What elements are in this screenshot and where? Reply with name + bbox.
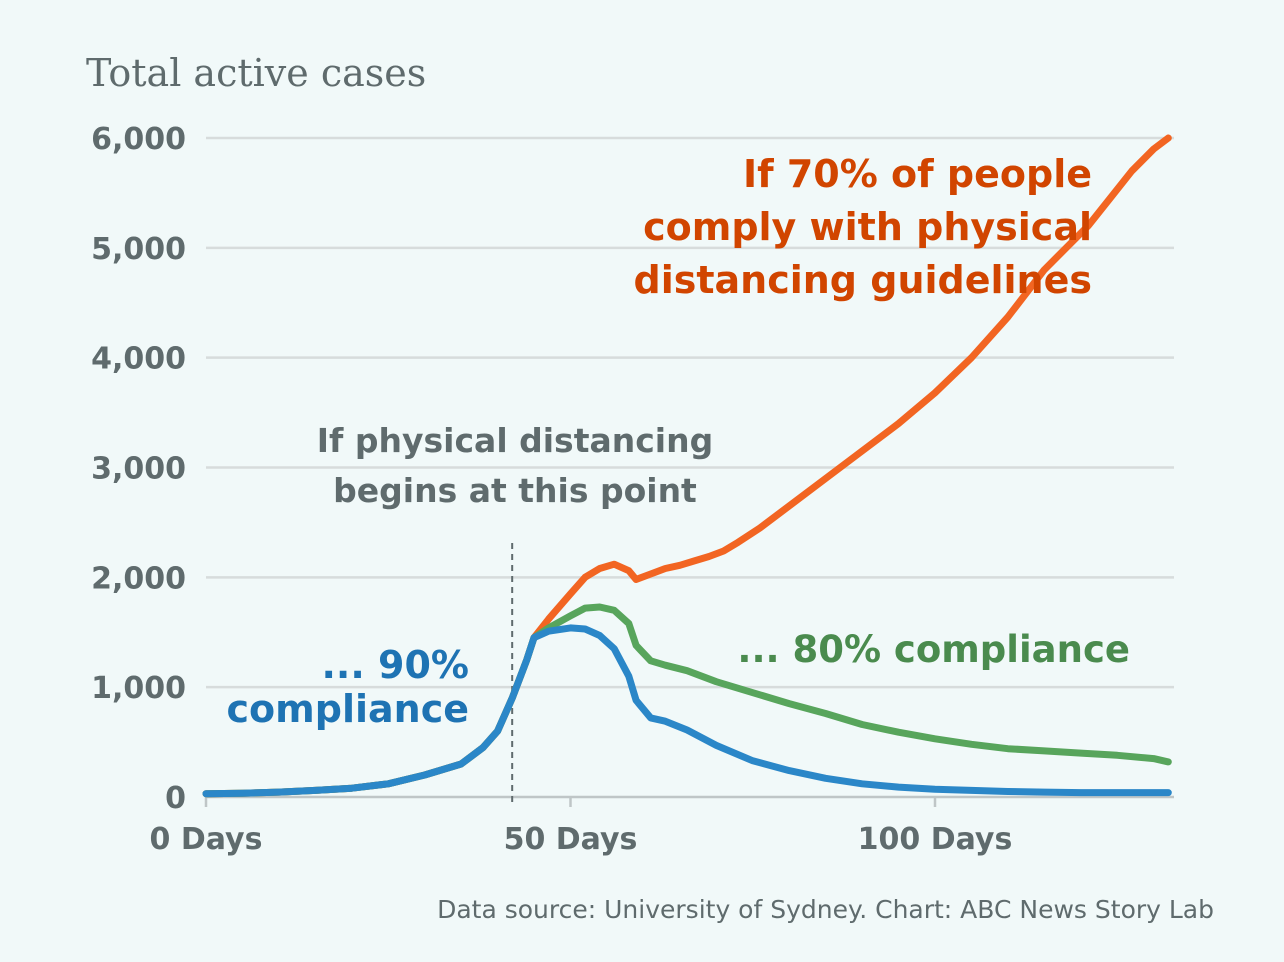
gridlines: [206, 136, 1174, 689]
y-tick-label-3000: 3,000: [91, 452, 186, 487]
source-note: Data source: University of Sydney. Chart…: [437, 895, 1214, 924]
marker-label: If physical distancing begins at this poi…: [317, 421, 713, 510]
y-tick-label-5000: 5,000: [91, 232, 186, 267]
annotation-70-percent-line: comply with physical: [643, 205, 1092, 249]
y-tick-label-4000: 4,000: [91, 342, 186, 377]
x-axis: 0 Days 50 Days 100 Days: [150, 795, 1174, 857]
marker-label-line: If physical distancing: [317, 421, 713, 460]
series-90-percent-line: [202, 624, 1172, 798]
annotation-70-percent-line: distancing guidelines: [634, 258, 1093, 302]
distancing-start-marker: If physical distancing begins at this poi…: [317, 421, 713, 805]
y-tick-labels: 0 1,000 2,000 3,000 4,000 5,000 6,000: [91, 122, 186, 816]
annotation-90-percent: ... 90% compliance: [227, 643, 469, 731]
annotation-70-percent: If 70% of people comply with physical dist…: [634, 152, 1093, 302]
series-lines: [202, 134, 1172, 798]
annotation-80-percent-line: ... 80% compliance: [737, 628, 1130, 671]
x-tick-label-0: 0 Days: [150, 822, 263, 857]
x-tick-label-50: 50 Days: [504, 822, 638, 857]
y-tick-label-2000: 2,000: [91, 561, 186, 596]
x-tick-label-100: 100 Days: [858, 822, 1013, 857]
annotation-80-percent: ... 80% compliance: [737, 628, 1130, 671]
series-annotations: If 70% of people comply with physical dist…: [227, 152, 1130, 731]
y-axis-title: Total active cases: [86, 51, 426, 95]
y-tick-label-0: 0: [165, 781, 186, 816]
annotation-90-percent-line: compliance: [227, 687, 469, 731]
annotation-70-percent-line: If 70% of people: [743, 152, 1092, 196]
marker-label-line: begins at this point: [333, 471, 697, 510]
y-tick-label-1000: 1,000: [91, 671, 186, 706]
y-tick-label-6000: 6,000: [91, 122, 186, 157]
annotation-90-percent-line: ... 90%: [322, 643, 470, 687]
